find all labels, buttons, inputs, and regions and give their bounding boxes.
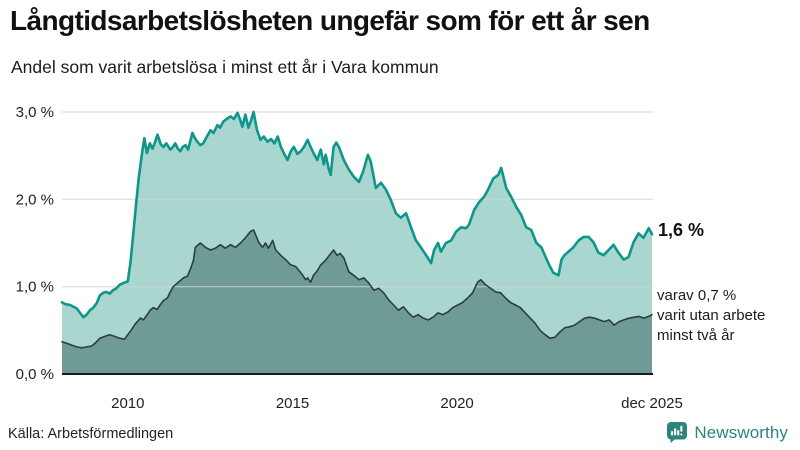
x-axis-labels: 2010 2015 2020 dec 2025 [111, 395, 683, 412]
subset-label-line3: minst två år [657, 327, 735, 344]
x-tick-label: 2010 [111, 395, 144, 412]
y-tick-label: 3,0 % [16, 104, 54, 121]
x-tick-label: 2020 [440, 395, 473, 412]
y-axis-labels: 0,0 % 1,0 % 2,0 % 3,0 % [16, 104, 54, 383]
source-note: Källa: Arbetsförmedlingen [8, 426, 174, 442]
chart-subtitle: Andel som varit arbetslösa i minst ett å… [11, 57, 439, 77]
y-tick-label: 2,0 % [16, 191, 54, 208]
subset-label-line1: varav 0,7 % [657, 287, 737, 304]
x-tick-label: 2015 [276, 395, 309, 412]
series-lines [60, 110, 654, 349]
end-label-subset: varav 0,7 % varit utan arbete minst två … [657, 286, 765, 346]
gridlines [62, 111, 653, 288]
line-Arbetslösa minst ett år [60, 110, 654, 319]
line-Utan arbete minst två år [61, 229, 653, 349]
brand-name: Newsworthy [694, 422, 788, 442]
area-fills [62, 112, 652, 374]
x-tick-label: dec 2025 [621, 395, 683, 412]
area-Utan arbete minst två år [62, 229, 652, 374]
subset-label-line2: varit utan arbete [657, 307, 766, 324]
bar-chart-bubble-icon [667, 422, 688, 443]
end-value-label-total: 1,6 % [658, 220, 705, 240]
page-title: Långtidsarbetslösheten ungefär som för e… [10, 5, 650, 36]
newsworthy-logo: Newsworthy [666, 421, 788, 444]
y-tick-label: 1,0 % [16, 279, 54, 296]
y-tick-label: 0,0 % [16, 366, 54, 383]
